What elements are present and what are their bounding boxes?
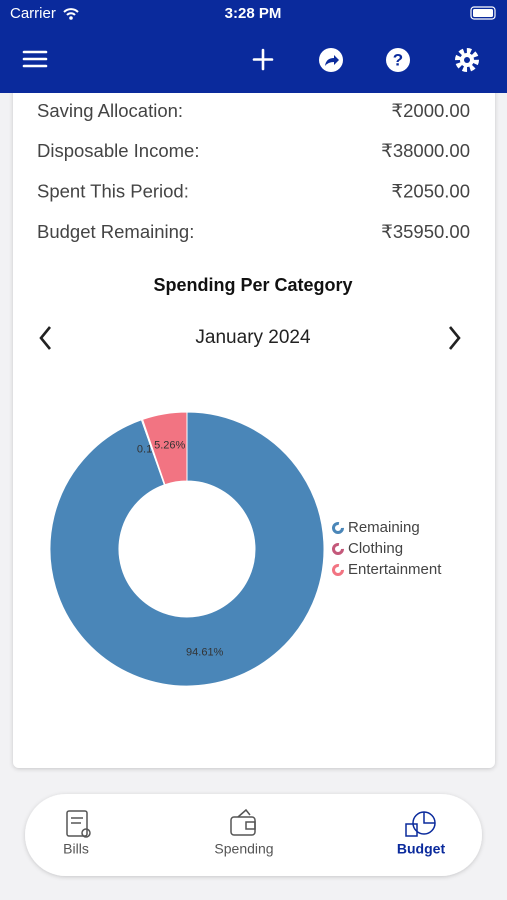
settings-button[interactable] [455, 48, 479, 72]
legend-icon [332, 522, 344, 534]
legend-label: Clothing [348, 540, 403, 557]
summary-label: Saving Allocation: [37, 100, 183, 121]
budget-icon [405, 811, 436, 837]
legend-label: Entertainment [348, 561, 442, 578]
summary-value: ₹35950.00 [381, 221, 470, 242]
svg-text:?: ? [393, 50, 403, 69]
add-button[interactable] [252, 48, 274, 71]
summary-value: ₹38000.00 [381, 140, 470, 161]
slice-label: 5.26% [154, 439, 185, 451]
summary-label: Budget Remaining: [37, 221, 194, 242]
wifi-dot [69, 16, 73, 20]
battery-level [473, 9, 493, 17]
menu-button[interactable] [22, 50, 48, 68]
battery [470, 6, 496, 20]
legend-icon [332, 543, 344, 555]
summary-label: Disposable Income: [37, 140, 199, 161]
help-button[interactable]: ? [386, 48, 410, 72]
tab-label: Bills [63, 841, 89, 857]
spending-icon [230, 808, 256, 836]
nav-bar [0, 0, 507, 93]
summary-value: ₹2000.00 [391, 100, 470, 121]
period-label: January 2024 [195, 327, 311, 348]
slice [49, 411, 325, 687]
next-month[interactable] [448, 326, 461, 350]
time: 3:28 PM [225, 5, 282, 22]
chart-title: Spending Per Category [153, 275, 352, 295]
tab-label: Budget [397, 841, 446, 857]
share-button[interactable] [319, 48, 343, 72]
slice-label: 94.61% [186, 646, 224, 658]
wifi-icon [63, 8, 79, 16]
legend-icon [332, 564, 344, 576]
summary-label: Spent This Period: [37, 180, 189, 201]
prev-month[interactable] [39, 326, 52, 350]
carrier: Carrier [10, 5, 56, 22]
summary-value: ₹2050.00 [391, 180, 470, 201]
slice [141, 411, 188, 486]
tab-label: Spending [214, 841, 273, 857]
bills-icon [66, 810, 91, 838]
legend-label: Remaining [348, 519, 420, 536]
